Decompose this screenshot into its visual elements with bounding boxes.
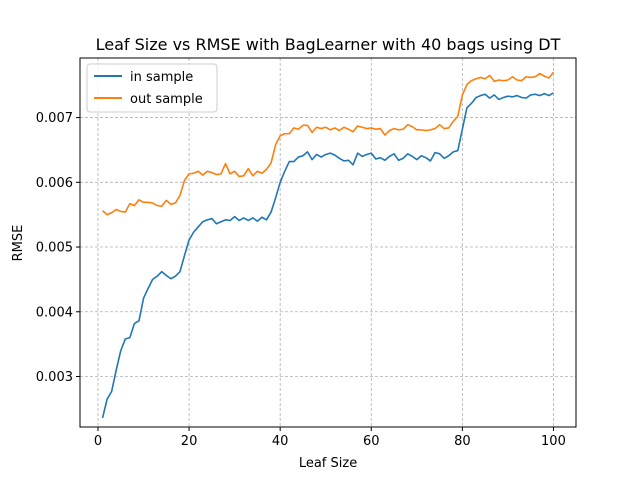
y-tick-label: 0.007 xyxy=(36,111,73,126)
x-tick-label: 40 xyxy=(272,434,289,449)
x-tick-label: 100 xyxy=(541,434,566,449)
x-tick-label: 0 xyxy=(94,434,102,449)
legend-label-out-sample: out sample xyxy=(130,92,203,107)
plot-frame xyxy=(79,57,577,428)
x-axis-label: Leaf Size xyxy=(299,456,357,471)
y-tick-label: 0.004 xyxy=(36,305,73,320)
x-tick-label: 60 xyxy=(363,434,380,449)
legend: in sample out sample xyxy=(86,63,218,113)
y-axis: 0.003 0.004 0.005 0.006 0.007 xyxy=(36,111,80,385)
series-lines xyxy=(101,71,555,419)
series-line-in-sample xyxy=(101,92,554,419)
y-axis-label: RMSE xyxy=(11,225,26,262)
series-line-out-sample xyxy=(102,71,555,216)
x-tick-label: 80 xyxy=(454,434,471,449)
y-tick-label: 0.006 xyxy=(36,176,73,191)
y-tick-label: 0.003 xyxy=(36,370,73,385)
legend-label-in-sample: in sample xyxy=(130,70,193,85)
x-tick-label: 20 xyxy=(181,434,198,449)
chart-title: Leaf Size vs RMSE with BagLearner with 4… xyxy=(96,35,561,54)
x-axis: 0 20 40 60 80 100 xyxy=(94,427,566,449)
y-tick-label: 0.005 xyxy=(36,241,73,256)
grid xyxy=(80,58,576,427)
